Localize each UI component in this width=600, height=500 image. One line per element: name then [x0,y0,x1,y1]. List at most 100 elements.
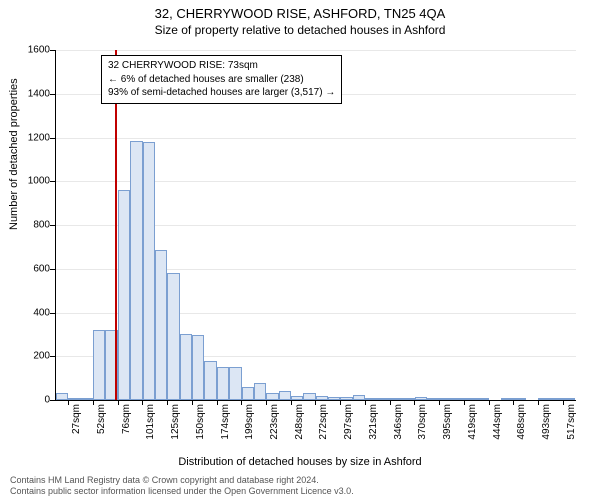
histogram-bar [316,396,328,400]
histogram-bar [452,398,464,400]
x-tick-label: 444sqm [492,404,503,440]
footer-line2: Contains public sector information licen… [10,486,590,498]
x-tick-label: 248sqm [294,404,305,440]
x-tick-label: 27sqm [71,404,82,434]
x-tick-label: 125sqm [170,404,181,440]
x-tick-label: 297sqm [343,404,354,440]
x-tick [489,400,490,405]
x-tick [142,400,143,405]
histogram-bar [242,387,254,400]
y-tick [50,94,56,95]
footer-attribution: Contains HM Land Registry data © Crown c… [10,475,590,498]
x-tick [464,400,465,405]
gridline [56,138,576,139]
plot-area: 0200400600800100012001400160027sqm52sqm7… [55,50,576,401]
histogram-bar [353,395,365,400]
chart-container: 32, CHERRYWOOD RISE, ASHFORD, TN25 4QA S… [0,0,600,500]
y-tick-label: 600 [10,263,50,274]
histogram-bar [279,391,291,400]
x-tick-label: 468sqm [516,404,527,440]
histogram-bar [303,393,315,400]
histogram-bar [155,250,167,400]
histogram-bar [538,398,550,400]
y-tick-label: 1600 [10,45,50,56]
x-tick [315,400,316,405]
x-tick [118,400,119,405]
x-tick [241,400,242,405]
x-tick-label: 346sqm [393,404,404,440]
y-tick-label: 1000 [10,176,50,187]
y-tick-label: 800 [10,220,50,231]
histogram-bar [291,396,303,400]
histogram-bar [266,393,278,400]
histogram-bar [390,398,402,400]
y-tick [50,313,56,314]
x-tick [538,400,539,405]
histogram-bar [439,398,451,400]
x-tick [513,400,514,405]
info-line: ← 6% of detached houses are smaller (238… [108,73,335,87]
x-tick [390,400,391,405]
chart-title: 32, CHERRYWOOD RISE, ASHFORD, TN25 4QA [0,0,600,21]
y-tick-label: 200 [10,351,50,362]
histogram-bar [118,190,130,400]
y-tick [50,356,56,357]
x-tick [93,400,94,405]
y-tick [50,181,56,182]
histogram-bar [192,335,204,400]
x-tick-label: 150sqm [195,404,206,440]
x-tick-label: 419sqm [467,404,478,440]
histogram-bar [378,398,390,400]
histogram-bar [56,393,68,400]
x-tick [68,400,69,405]
x-tick-label: 321sqm [368,404,379,440]
histogram-bar [464,398,476,400]
x-tick-label: 199sqm [244,404,255,440]
x-tick [291,400,292,405]
x-tick-label: 52sqm [96,404,107,434]
y-tick [50,400,56,401]
y-tick-label: 1400 [10,88,50,99]
histogram-bar [81,398,93,400]
histogram-bar [340,397,352,400]
info-line: 93% of semi-detached houses are larger (… [108,86,335,100]
info-box: 32 CHERRYWOOD RISE: 73sqm← 6% of detache… [101,55,342,104]
x-tick-label: 101sqm [145,404,156,440]
x-tick [340,400,341,405]
x-tick [365,400,366,405]
x-tick [563,400,564,405]
histogram-bar [328,397,340,400]
x-tick [192,400,193,405]
x-tick [266,400,267,405]
gridline [56,50,576,51]
x-tick-label: 395sqm [442,404,453,440]
x-tick-label: 272sqm [318,404,329,440]
y-tick [50,50,56,51]
y-tick-label: 400 [10,307,50,318]
x-tick-label: 174sqm [220,404,231,440]
histogram-bar [180,334,192,400]
histogram-bar [143,142,155,400]
y-tick [50,138,56,139]
info-line: 32 CHERRYWOOD RISE: 73sqm [108,59,335,73]
x-tick-label: 223sqm [269,404,280,440]
histogram-bar [130,141,142,400]
y-tick-label: 0 [10,395,50,406]
histogram-bar [514,398,526,400]
x-tick [167,400,168,405]
histogram-bar [93,330,105,400]
histogram-bar [229,367,241,400]
x-tick [217,400,218,405]
x-tick [439,400,440,405]
histogram-bar [365,398,377,400]
histogram-bar [402,398,414,400]
y-tick [50,225,56,226]
x-axis-label: Distribution of detached houses by size … [0,456,600,468]
histogram-bar [501,398,513,400]
histogram-bar [254,383,266,401]
y-axis-label: Number of detached properties [8,78,20,230]
y-tick [50,269,56,270]
histogram-bar [204,361,216,400]
histogram-bar [551,398,563,400]
histogram-bar [415,397,427,400]
